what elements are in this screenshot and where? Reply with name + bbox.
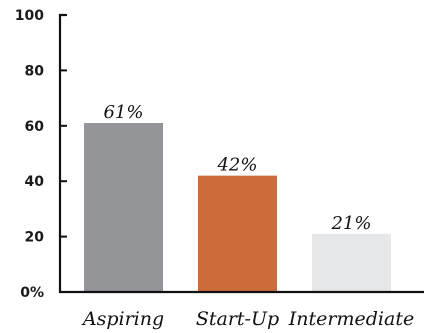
category-label: Aspiring <box>81 308 164 330</box>
category-label: Start-Up <box>196 308 279 330</box>
y-tick-label: 20 <box>25 230 45 246</box>
y-tick-label: 0% <box>20 285 44 301</box>
data-label: 42% <box>216 155 257 176</box>
chart-axes <box>58 13 424 294</box>
y-tick-label: 40 <box>25 174 45 190</box>
data-label: 61% <box>103 102 143 123</box>
bars <box>84 123 391 292</box>
category-labels: Aspiring Start-Up Intermediate <box>81 308 414 330</box>
bar-intermediate <box>312 233 391 292</box>
bar-aspiring <box>84 123 163 292</box>
bar-start-up <box>198 175 277 292</box>
y-tick-label: 60 <box>25 119 45 135</box>
data-labels: 61% 42% 21% <box>103 102 371 234</box>
category-label: Intermediate <box>288 308 414 330</box>
data-label: 21% <box>330 213 371 234</box>
y-tick-label: 80 <box>25 63 45 79</box>
y-tick-label: 100 <box>15 8 44 24</box>
